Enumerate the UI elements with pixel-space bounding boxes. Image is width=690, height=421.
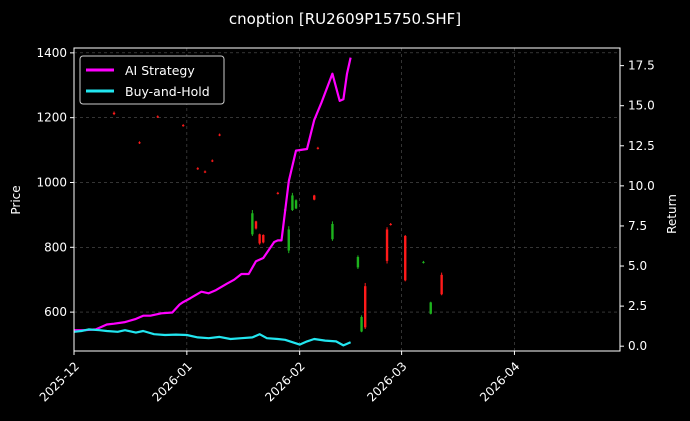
y2-tick-label: 15.0	[628, 99, 655, 113]
series-lines	[73, 57, 352, 347]
y-tick-label: 1000	[36, 175, 67, 189]
y2-tick-label: 17.5	[628, 59, 655, 73]
y-tick-label: 1400	[36, 46, 67, 60]
candle-body-down	[404, 235, 407, 281]
candle-body-down	[156, 116, 159, 118]
candle-body-down	[112, 112, 116, 115]
y-tick-label: 600	[44, 305, 67, 319]
candle-body-down	[440, 274, 443, 295]
candle-body-up	[422, 261, 425, 263]
candle-body-down	[211, 160, 214, 162]
candle-body-up	[287, 229, 290, 251]
candles	[112, 111, 443, 333]
y2-tick-label: 5.0	[628, 259, 647, 273]
plot-frame	[73, 47, 621, 352]
y-axis-label: Price	[9, 185, 23, 214]
legend: AI Strategy Buy-and-Hold	[79, 55, 225, 105]
candle-body-up	[291, 195, 294, 211]
y-tick-label: 800	[44, 240, 67, 254]
buy-and-hold-line	[73, 328, 352, 347]
candle-body-down	[313, 195, 316, 200]
candle-body-up	[294, 200, 298, 209]
candle-body-down	[203, 171, 207, 173]
candle-body-up	[356, 257, 360, 268]
legend-box	[79, 55, 225, 105]
candle-body-down	[389, 223, 392, 225]
candle-body-up	[429, 302, 432, 314]
legend-label-ai-strategy: AI Strategy	[125, 63, 195, 78]
candle-body-down	[218, 134, 221, 136]
y-tick-label: 1200	[36, 111, 67, 125]
candle-body-down	[385, 229, 389, 261]
candle-body-down	[276, 192, 280, 194]
candle-body-up	[251, 213, 254, 235]
y2-tick-label: 2.5	[628, 299, 647, 313]
candle-body-down	[258, 234, 261, 244]
y2-axis-label: Return	[665, 194, 679, 234]
legend-label-buy-and-hold: Buy-and-Hold	[125, 84, 210, 99]
candle-body-down	[138, 142, 141, 144]
y2-tick-label: 0.0	[628, 339, 647, 353]
grid	[73, 48, 620, 351]
candle-body-up	[360, 316, 363, 332]
candle-body-down	[262, 234, 265, 243]
candle-body-up	[331, 223, 334, 240]
y2-tick-label: 10.0	[628, 179, 655, 193]
ai-strategy-line	[74, 57, 352, 332]
candle-body-down	[254, 221, 258, 229]
y2-tick-label: 12.5	[628, 139, 655, 153]
candle-body-down	[364, 286, 367, 328]
candle-body-down	[316, 147, 320, 149]
chart-title: cnoption [RU2609P15750.SHF]	[229, 10, 461, 28]
candle-body-down	[196, 168, 199, 170]
y2-tick-label: 7.5	[628, 219, 647, 233]
candle-body-down	[182, 125, 185, 127]
